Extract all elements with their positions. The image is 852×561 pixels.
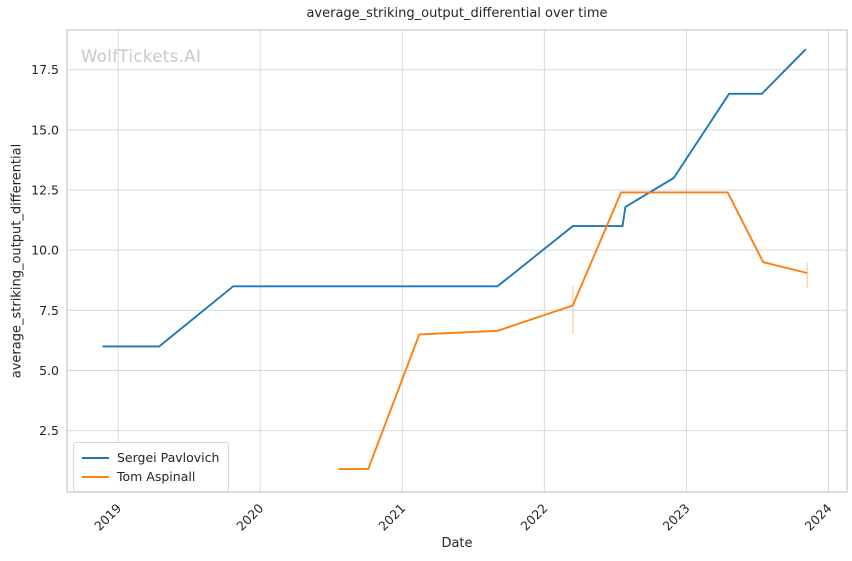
x-tick-label: 2024 (802, 500, 835, 533)
legend-line-swatch (82, 456, 109, 459)
y-axis-label: average_striking_output_differential (9, 143, 25, 379)
x-tick-label: 2023 (659, 501, 692, 534)
x-tick-label: 2022 (517, 501, 550, 534)
series-line-sergei-pavlovich (102, 48, 807, 348)
y-tick-label: 12.5 (31, 183, 59, 198)
x-axis-label: Date (441, 536, 473, 551)
chart-title: average_striking_output_differential ove… (306, 6, 608, 21)
y-tick-label: 17.5 (31, 62, 59, 77)
legend-item: Tom Aspinall (82, 467, 219, 486)
y-tick-label: 2.5 (39, 423, 59, 438)
legend-line-swatch (82, 475, 109, 478)
y-tick-label: 5.0 (39, 363, 59, 378)
legend-label: Sergei Pavlovich (117, 450, 220, 465)
y-tick-label: 15.0 (31, 122, 59, 137)
legend-item: Sergei Pavlovich (82, 448, 219, 467)
legend-label: Tom Aspinall (117, 469, 196, 484)
x-tick-label: 2019 (91, 500, 124, 533)
series-line-tom-aspinall (338, 191, 808, 471)
y-tick-label: 10.0 (31, 243, 59, 258)
watermark: WolfTickets.AI (81, 47, 202, 66)
x-tick-label: 2020 (233, 500, 266, 533)
legend: Sergei Pavlovich Tom Aspinall (73, 442, 230, 492)
axes-frame (66, 29, 848, 493)
x-tick-label: 2021 (375, 501, 408, 534)
y-tick-label: 7.5 (39, 303, 59, 318)
